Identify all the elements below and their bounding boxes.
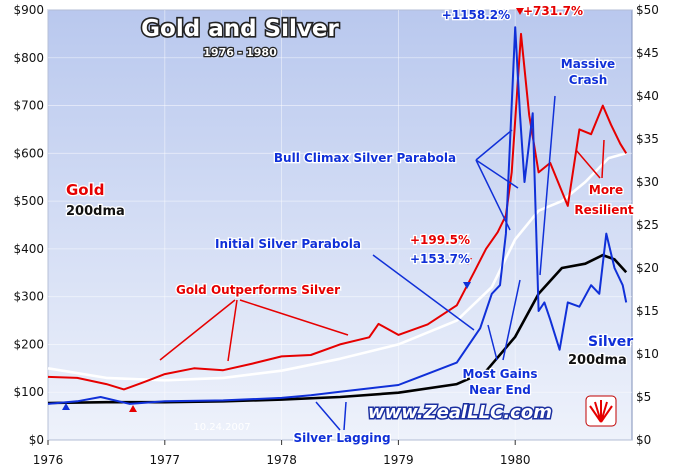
y-left-tick-label: $600 xyxy=(13,146,44,160)
right-axis-ticks: $0 $5 $10 $15 $20 $25 $30 $35 $40 $45 $50 xyxy=(636,3,659,447)
series-lines xyxy=(47,26,628,405)
peak-markers xyxy=(62,8,524,412)
logo-icon xyxy=(585,395,617,427)
x-tick-label: 1980 xyxy=(500,453,531,467)
gold-label: Gold xyxy=(66,181,105,199)
chart-subtitle: 1976 - 1980 xyxy=(203,46,277,59)
y-left-tick-label: $700 xyxy=(13,99,44,113)
silver-gain-1: +153.7% xyxy=(410,252,470,266)
silver-line xyxy=(47,26,628,405)
date-stamp: 10.24.2007 xyxy=(193,422,250,433)
gold-200dma-line xyxy=(47,152,627,382)
y-left-tick-label: $0 xyxy=(29,433,44,447)
more-label: More xyxy=(589,183,623,197)
chart-title: Gold and Silver xyxy=(141,16,339,42)
y-right-tick-label: $30 xyxy=(636,175,659,189)
y-right-tick-label: $35 xyxy=(636,132,659,146)
gold-gain-1: +199.5% xyxy=(410,233,470,247)
massive-label: Massive xyxy=(561,57,615,71)
most-gains-label: Most Gains xyxy=(463,367,538,381)
y-right-tick-label: $15 xyxy=(636,304,659,318)
plot-background xyxy=(47,9,633,441)
annotation-arrows xyxy=(159,95,605,431)
y-right-tick-label: $5 xyxy=(636,390,651,404)
y-right-tick-label: $40 xyxy=(636,89,659,103)
gold-ma-label: 200dma xyxy=(66,204,125,219)
y-right-tick-label: $50 xyxy=(636,3,659,17)
silver-label: Silver xyxy=(588,334,633,350)
y-right-tick-label: $25 xyxy=(636,218,659,232)
y-left-tick-label: $300 xyxy=(13,290,44,304)
x-tick-label: 1976 xyxy=(33,453,64,467)
initial-parabola-label: Initial Silver Parabola xyxy=(215,237,361,251)
crash-label: Crash xyxy=(569,73,608,87)
x-tick-label: 1977 xyxy=(150,453,181,467)
silver-lagging-label: Silver Lagging xyxy=(293,431,390,445)
x-tick-label: 1979 xyxy=(383,453,414,467)
gold-gain-2: +731.7% xyxy=(523,4,583,18)
left-axis-ticks: $0 $100 $200 $300 $400 $500 $600 $700 $800 $900 xyxy=(13,3,44,447)
y-left-tick-label: $800 xyxy=(13,51,44,65)
near-end-label: Near End xyxy=(469,383,531,397)
watermark: www.ZealLLC.com xyxy=(368,402,552,423)
silver-gain-2: +1158.2% xyxy=(442,8,510,22)
y-left-tick-label: $200 xyxy=(13,337,44,351)
y-left-tick-label: $900 xyxy=(13,3,44,17)
y-right-tick-label: $45 xyxy=(636,46,659,60)
silver-ma-label: 200dma xyxy=(568,353,627,368)
gold-outperforms-label: Gold Outperforms Silver xyxy=(176,283,340,297)
y-right-tick-label: $10 xyxy=(636,347,659,361)
y-left-tick-label: $400 xyxy=(13,242,44,256)
y-left-tick-label: $500 xyxy=(13,194,44,208)
y-left-tick-label: $100 xyxy=(13,385,44,399)
resilient-label: Resilient xyxy=(574,203,634,217)
gold-line xyxy=(47,32,628,391)
x-axis-ticks: 1976 1977 1978 1979 1980 xyxy=(33,440,531,467)
y-right-tick-label: $0 xyxy=(636,433,651,447)
y-right-tick-label: $20 xyxy=(636,261,659,275)
bull-climax-label: Bull Climax Silver Parabola xyxy=(274,151,456,165)
x-tick-label: 1978 xyxy=(266,453,297,467)
